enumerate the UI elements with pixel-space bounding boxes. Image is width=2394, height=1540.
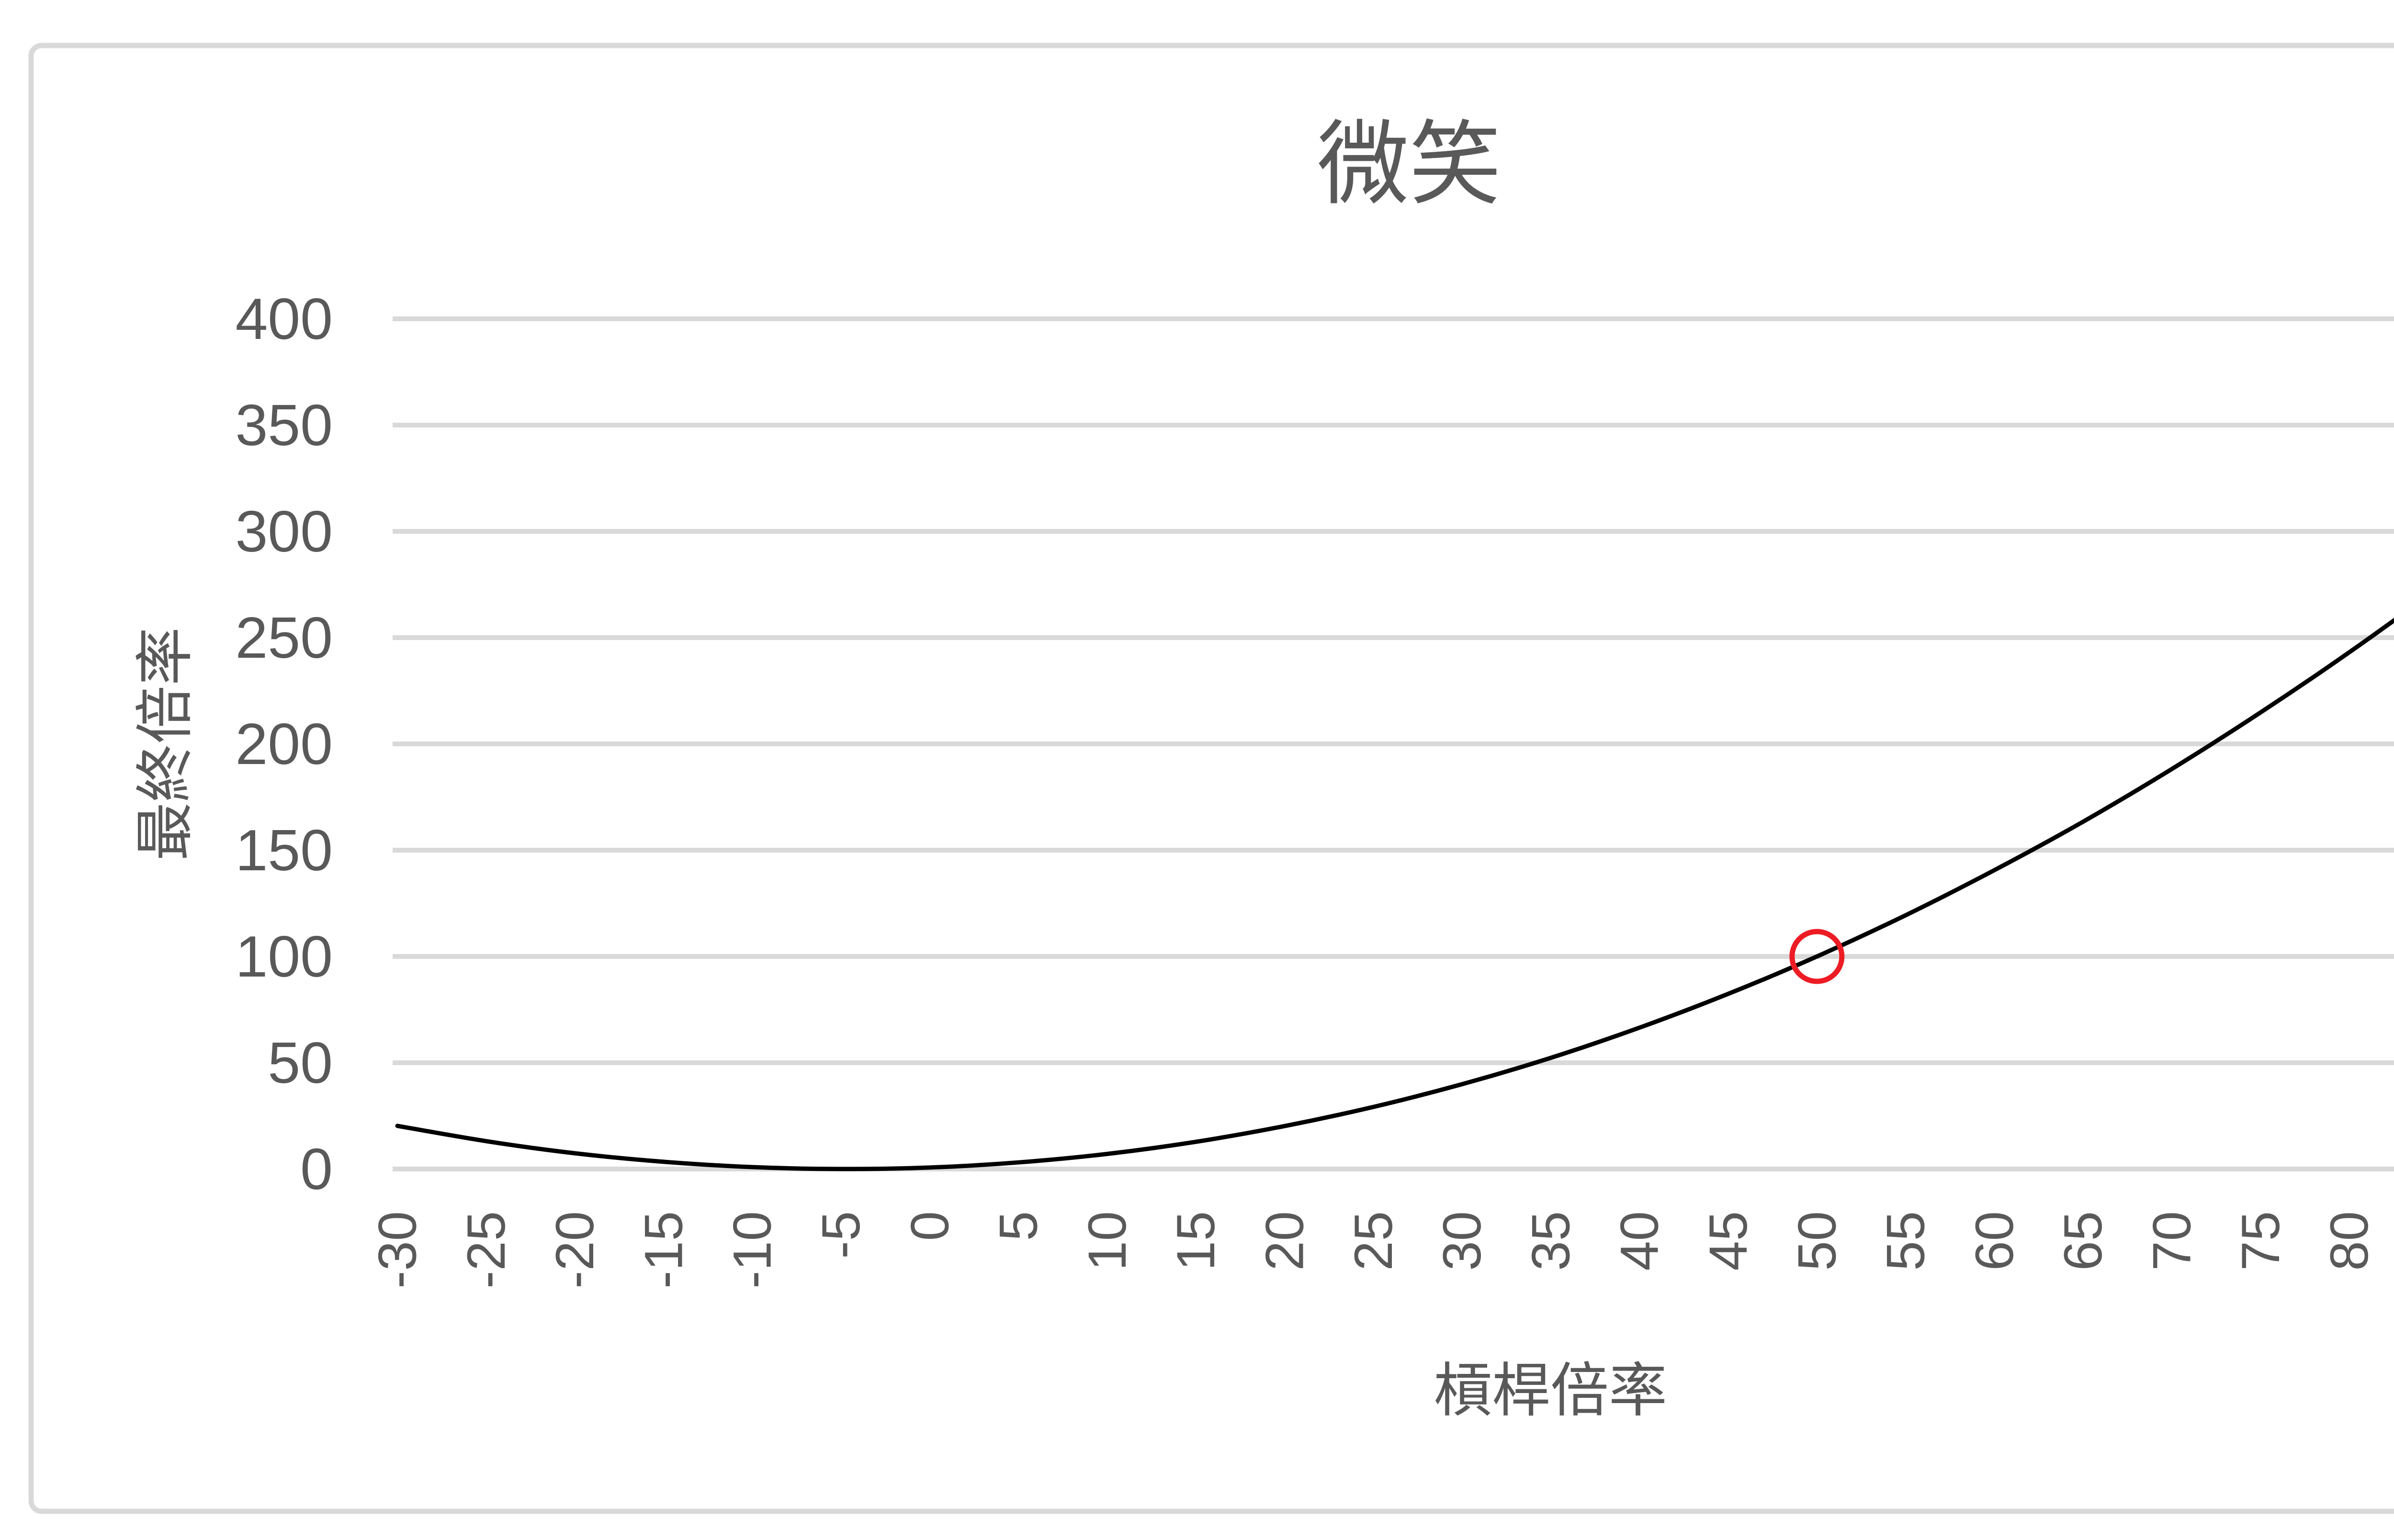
x-tick-label: 45 xyxy=(1698,1211,1758,1271)
x-tick-label: 35 xyxy=(1521,1211,1581,1271)
y-axis-title: 最終倍率 xyxy=(133,627,198,861)
x-tick-label: 25 xyxy=(1344,1211,1403,1271)
x-tick-label: 65 xyxy=(2053,1211,2113,1271)
x-tick-label: -20 xyxy=(545,1211,605,1289)
x-tick-label: -15 xyxy=(633,1211,693,1289)
x-tick-label: 40 xyxy=(1610,1211,1670,1271)
y-tick-label: 200 xyxy=(235,711,333,776)
x-tick-label: 60 xyxy=(1965,1211,2024,1271)
y-tick-label: 50 xyxy=(268,1030,333,1095)
x-tick-label: -10 xyxy=(723,1211,782,1289)
gridlines-group xyxy=(393,316,2394,1171)
x-tick-label: -30 xyxy=(368,1211,428,1289)
x-tick-label: -25 xyxy=(456,1211,516,1289)
x-tick-label: 15 xyxy=(1166,1211,1226,1271)
x-tick-label: 75 xyxy=(2231,1211,2291,1271)
chart-title: 微笑 xyxy=(1317,113,1501,216)
x-tick-label: 70 xyxy=(2142,1211,2202,1271)
x-tick-label: 20 xyxy=(1255,1211,1315,1271)
y-tick-label: 350 xyxy=(235,393,333,458)
x-tick-label: 30 xyxy=(1432,1211,1492,1271)
y-tick-label: 0 xyxy=(300,1136,333,1202)
y-tick-label: 400 xyxy=(235,286,333,351)
x-tick-label: 80 xyxy=(2319,1211,2379,1271)
series-line xyxy=(395,618,2394,1171)
y-tick-label: 300 xyxy=(235,499,333,564)
x-tick-label: 0 xyxy=(900,1211,960,1241)
x-tick-label: 5 xyxy=(989,1211,1049,1241)
y-tick-label: 150 xyxy=(235,818,333,883)
data-point-marker xyxy=(1789,929,1845,984)
chart-border xyxy=(28,43,2394,1514)
y-tick-label: 250 xyxy=(235,605,333,670)
x-tick-label: -5 xyxy=(811,1211,871,1259)
x-axis-tick-labels: -30 -25 -20 -15 -10 -5 0 5 10 15 20 25 30 35 40 45 50 55 6… xyxy=(368,1211,2380,1289)
highlight-markers-group xyxy=(1789,929,1845,984)
x-tick-label: 10 xyxy=(1077,1211,1137,1271)
x-axis-title: 槓桿倍率 xyxy=(1434,1358,1667,1423)
x-tick-label: 50 xyxy=(1787,1211,1847,1271)
y-tick-label: 100 xyxy=(235,924,333,989)
y-axis-tick-labels: 0 50 100 150 200 250 300 350 400 xyxy=(235,286,333,1202)
x-tick-label: 55 xyxy=(1876,1211,1936,1271)
